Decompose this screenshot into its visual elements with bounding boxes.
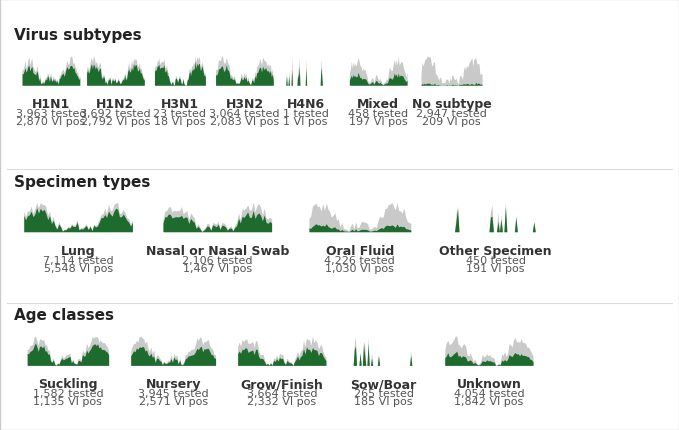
Text: 7,114 tested: 7,114 tested bbox=[43, 255, 113, 265]
Text: 1,467 VI pos: 1,467 VI pos bbox=[183, 263, 252, 273]
Text: 209 VI pos: 209 VI pos bbox=[422, 117, 481, 127]
Text: Grow/Finish: Grow/Finish bbox=[240, 378, 323, 390]
Text: Suckling: Suckling bbox=[38, 378, 98, 390]
Text: No subtype: No subtype bbox=[411, 98, 492, 111]
Text: 2,792 VI pos: 2,792 VI pos bbox=[81, 117, 150, 127]
Text: Lung: Lung bbox=[61, 244, 95, 257]
Text: 185 VI pos: 185 VI pos bbox=[354, 396, 413, 406]
Text: 191 VI pos: 191 VI pos bbox=[466, 263, 525, 273]
Text: H3N2: H3N2 bbox=[225, 98, 263, 111]
Text: 3,664 tested: 3,664 tested bbox=[246, 388, 317, 398]
Text: Nursery: Nursery bbox=[145, 378, 201, 390]
Text: 3,945 tested: 3,945 tested bbox=[138, 388, 208, 398]
Text: H4N6: H4N6 bbox=[287, 98, 325, 111]
Text: 458 tested: 458 tested bbox=[348, 109, 408, 119]
Text: 3,692 tested: 3,692 tested bbox=[80, 109, 151, 119]
Text: 4,226 tested: 4,226 tested bbox=[325, 255, 395, 265]
Text: Virus subtypes: Virus subtypes bbox=[14, 28, 141, 43]
Text: Sow/Boar: Sow/Boar bbox=[350, 378, 417, 390]
Text: 1,842 VI pos: 1,842 VI pos bbox=[454, 396, 524, 406]
Text: 2,870 VI pos: 2,870 VI pos bbox=[16, 117, 86, 127]
Text: 1,030 VI pos: 1,030 VI pos bbox=[325, 263, 394, 273]
Text: Nasal or Nasal Swab: Nasal or Nasal Swab bbox=[145, 244, 289, 257]
Text: 2,947 tested: 2,947 tested bbox=[416, 109, 487, 119]
Text: H1N1: H1N1 bbox=[32, 98, 70, 111]
Text: 197 VI pos: 197 VI pos bbox=[349, 117, 407, 127]
Text: 18 VI pos: 18 VI pos bbox=[154, 117, 206, 127]
Text: Oral Fluid: Oral Fluid bbox=[326, 244, 394, 257]
Text: 4,054 tested: 4,054 tested bbox=[454, 388, 524, 398]
Text: Specimen types: Specimen types bbox=[14, 174, 150, 189]
Text: Age classes: Age classes bbox=[14, 307, 113, 322]
Text: 450 tested: 450 tested bbox=[466, 255, 526, 265]
Text: 1,582 tested: 1,582 tested bbox=[33, 388, 103, 398]
Text: 5,548 VI pos: 5,548 VI pos bbox=[43, 263, 113, 273]
Text: 2,571 VI pos: 2,571 VI pos bbox=[139, 396, 208, 406]
Text: 23 tested: 23 tested bbox=[153, 109, 206, 119]
Text: 3,064 tested: 3,064 tested bbox=[209, 109, 280, 119]
Text: 1 tested: 1 tested bbox=[282, 109, 329, 119]
Text: 2,083 VI pos: 2,083 VI pos bbox=[210, 117, 279, 127]
Text: Other Specimen: Other Specimen bbox=[439, 244, 552, 257]
Text: 2,106 tested: 2,106 tested bbox=[182, 255, 253, 265]
Text: Mixed: Mixed bbox=[357, 98, 399, 111]
Text: 3,963 tested: 3,963 tested bbox=[16, 109, 86, 119]
Text: H3N1: H3N1 bbox=[161, 98, 199, 111]
Text: 1,135 VI pos: 1,135 VI pos bbox=[33, 396, 103, 406]
Text: H1N2: H1N2 bbox=[96, 98, 134, 111]
Text: 2,332 VI pos: 2,332 VI pos bbox=[247, 396, 316, 406]
Text: Unknown: Unknown bbox=[456, 378, 521, 390]
Text: 265 tested: 265 tested bbox=[354, 388, 414, 398]
Text: 1 VI pos: 1 VI pos bbox=[283, 117, 328, 127]
